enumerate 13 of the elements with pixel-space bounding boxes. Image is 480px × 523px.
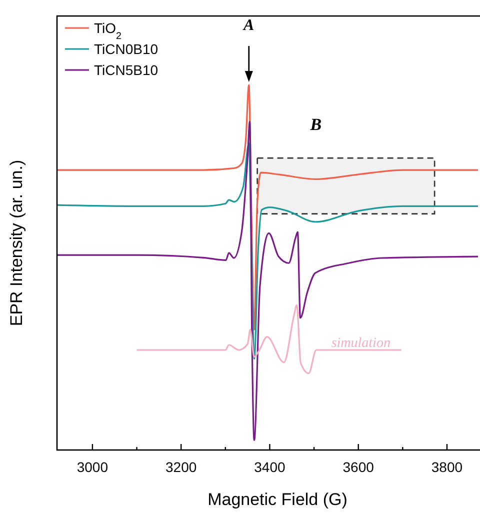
x-axis-title: Magnetic Field (G)	[208, 490, 348, 509]
series-label: simulation	[331, 336, 390, 351]
band-label: B	[309, 115, 322, 134]
x-tick-label: 3200	[166, 459, 197, 475]
x-tick-label: 3000	[76, 459, 108, 475]
text: A	[242, 17, 255, 34]
legend-label: TiCN5B10	[94, 62, 158, 78]
legend-label: TiO$_{2}$	[94, 20, 122, 42]
x-tick-label: 3600	[342, 459, 374, 475]
legend-label: TiCN0B10	[94, 41, 158, 57]
x-tick-label: 3400	[254, 459, 286, 475]
y-axis-title: EPR Intensity (ar. un.)	[7, 160, 26, 326]
x-tick-label: 3800	[431, 459, 463, 475]
